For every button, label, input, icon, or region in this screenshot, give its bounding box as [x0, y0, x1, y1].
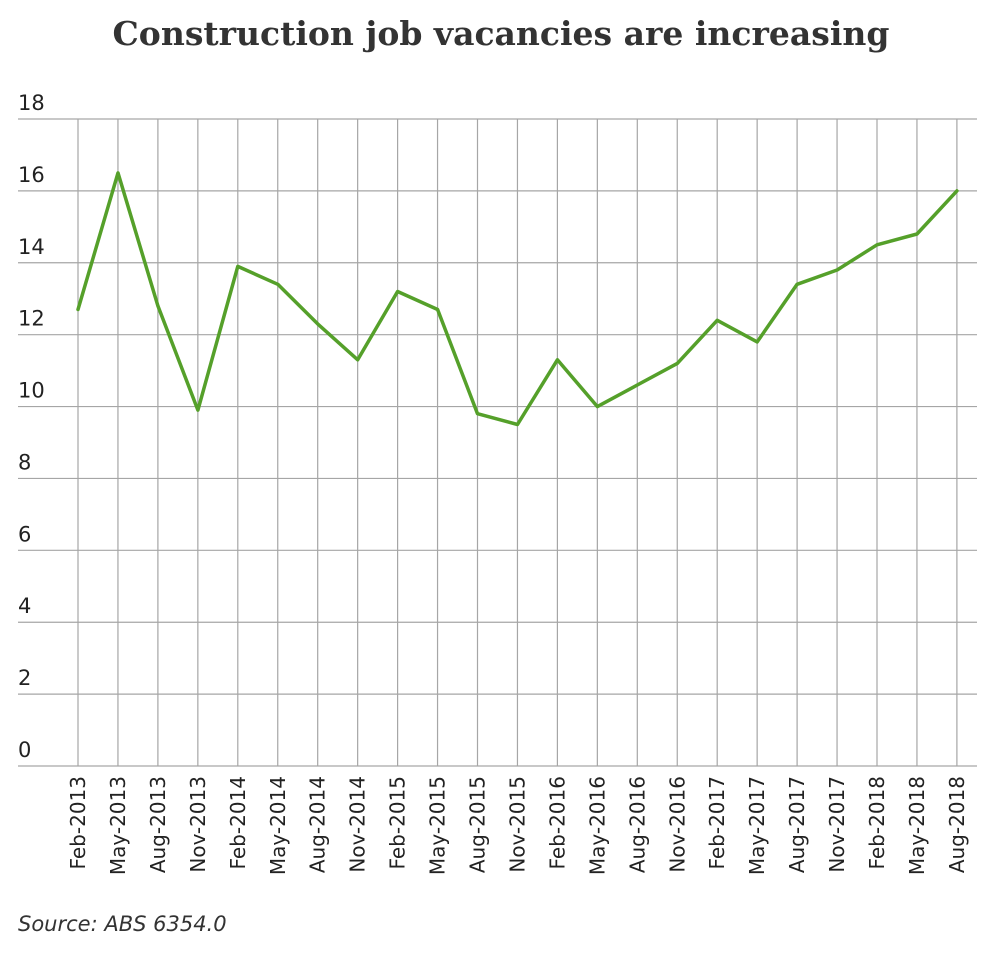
data-point: [316, 322, 320, 326]
x-tick-label: Aug-2015: [466, 776, 490, 873]
y-tick-label: 18: [18, 91, 45, 115]
x-tick-label: Nov-2015: [505, 776, 529, 873]
data-point: [915, 232, 919, 236]
y-tick-label: 4: [18, 594, 31, 618]
data-point: [875, 243, 879, 247]
data-point: [156, 304, 160, 308]
data-point: [436, 308, 440, 312]
line-chart: 0 2 4 6 8 10 12 14 16 18 Feb-2013 May-2013 Aug-2013…: [18, 91, 977, 875]
y-tick-label: 6: [18, 522, 31, 546]
data-point: [795, 282, 799, 286]
x-tick-label: May-2016: [585, 776, 609, 875]
data-point: [555, 358, 559, 362]
y-tick-label: 16: [18, 163, 45, 187]
x-tick-label: May-2015: [426, 776, 450, 875]
data-point: [276, 282, 280, 286]
x-tick-label: Aug-2014: [306, 776, 330, 873]
data-point: [236, 264, 240, 268]
x-tick-label: Nov-2016: [665, 776, 689, 873]
x-tick-label: Aug-2016: [625, 776, 649, 873]
data-point: [955, 189, 959, 193]
data-point: [196, 408, 200, 412]
series-layer: [76, 171, 959, 427]
y-tick-label: 2: [18, 666, 31, 690]
data-point: [476, 412, 480, 416]
x-tick-label: Feb-2017: [705, 776, 729, 870]
x-tick-label: Feb-2016: [545, 776, 569, 870]
x-tick-label: May-2013: [106, 776, 130, 875]
data-point: [675, 361, 679, 365]
y-tick-label: 14: [18, 235, 45, 259]
source-note: Source: ABS 6354.0: [18, 912, 227, 936]
data-point: [76, 308, 80, 312]
x-tick-label: Feb-2014: [226, 776, 250, 870]
y-axis-ticks: 0 2 4 6 8 10 12 14 16 18: [18, 91, 45, 762]
chart-title: Construction job vacancies are increasin…: [112, 14, 890, 53]
x-tick-label: May-2018: [905, 776, 929, 875]
x-tick-label: Feb-2013: [66, 776, 90, 870]
x-tick-label: Aug-2017: [785, 776, 809, 873]
series-line: [76, 171, 959, 427]
x-tick-label: May-2014: [266, 776, 290, 875]
data-point: [116, 171, 120, 175]
y-tick-label: 8: [18, 450, 31, 474]
x-tick-label: Feb-2015: [386, 776, 410, 870]
y-tick-label: 12: [18, 307, 45, 331]
x-tick-label: May-2017: [745, 776, 769, 875]
data-point: [635, 383, 639, 387]
data-point: [396, 290, 400, 294]
data-point: [755, 340, 759, 344]
y-tick-label: 0: [18, 738, 31, 762]
y-tick-label: 10: [18, 379, 45, 403]
data-point: [356, 358, 360, 362]
x-tick-label: Nov-2013: [186, 776, 210, 873]
data-point: [515, 423, 519, 427]
data-point: [835, 268, 839, 272]
x-tick-label: Aug-2013: [146, 776, 170, 873]
x-tick-label: Aug-2018: [945, 776, 969, 873]
x-tick-label: Feb-2018: [865, 776, 889, 870]
x-axis-ticks: Feb-2013 May-2013 Aug-2013 Nov-2013 Feb-2014…: [66, 776, 969, 875]
x-tick-label: Nov-2017: [825, 776, 849, 873]
data-point: [715, 318, 719, 322]
grid-layer: [18, 118, 977, 767]
x-tick-label: Nov-2014: [346, 776, 370, 873]
data-point: [595, 405, 599, 409]
